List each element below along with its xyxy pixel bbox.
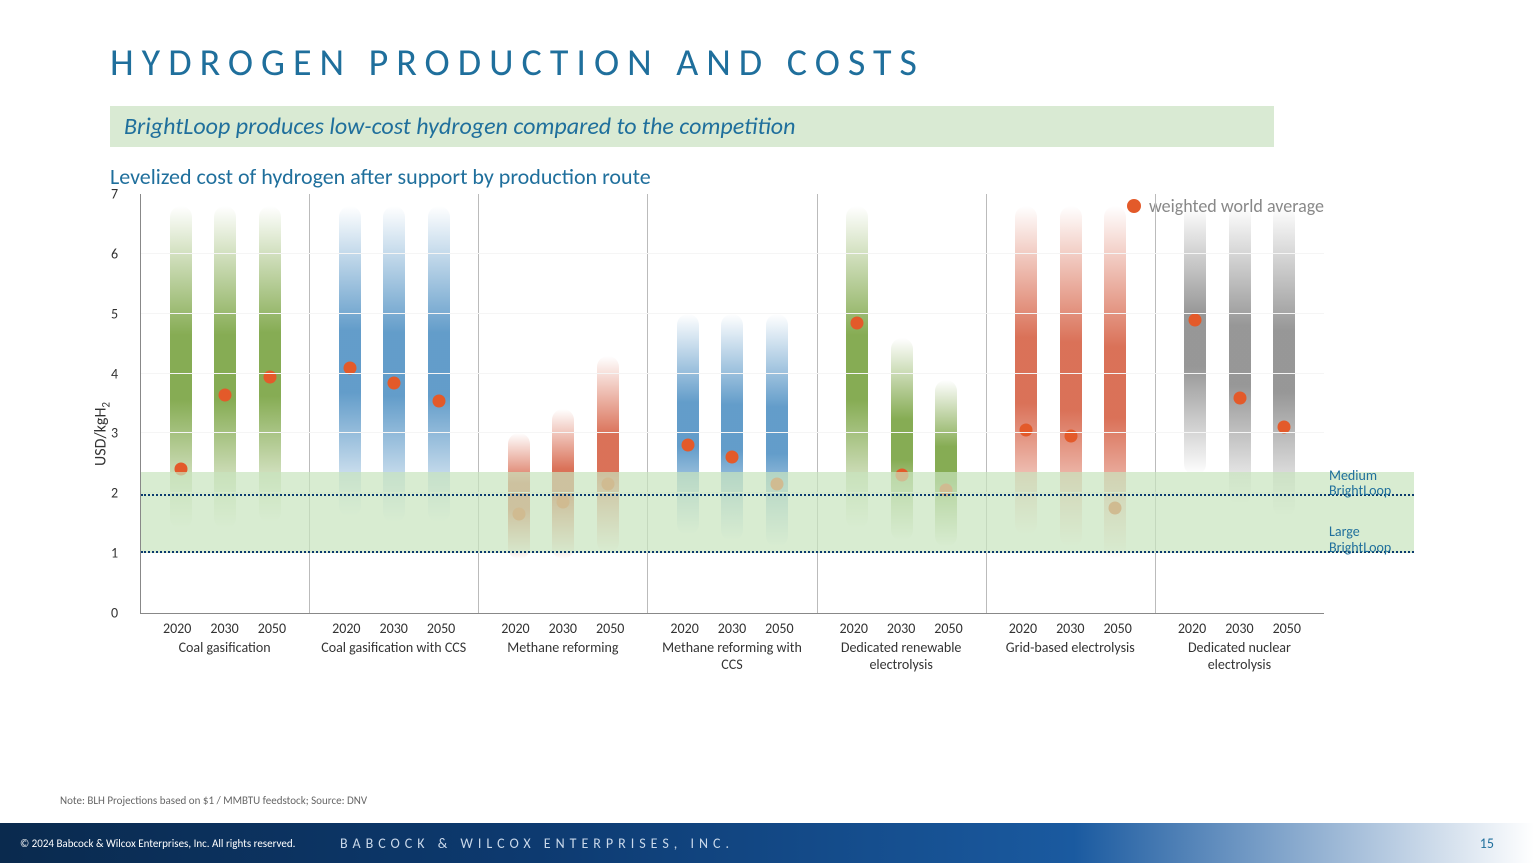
avg-marker bbox=[1189, 313, 1202, 326]
x-group-label: 202020302050Dedicated renewable electrol… bbox=[817, 620, 986, 673]
x-group-label: 202020302050Coal gasification bbox=[140, 620, 309, 673]
subtitle-bar: BrightLoop produces low-cost hydrogen co… bbox=[110, 106, 1274, 147]
chart-title: Levelized cost of hydrogen after support… bbox=[110, 163, 1474, 190]
page-number: 15 bbox=[1480, 835, 1494, 852]
footnote: Note: BLH Projections based on $1 / MMBT… bbox=[60, 794, 367, 807]
avg-marker bbox=[219, 388, 232, 401]
chart: USD/kgH2 01234567Medium BrightLoopLarge … bbox=[90, 194, 1414, 673]
x-group-label: 202020302050Methane reforming with CCS bbox=[647, 620, 816, 673]
avg-marker bbox=[432, 394, 445, 407]
avg-marker bbox=[1233, 391, 1246, 404]
brightloop-label-medium: Medium BrightLoop bbox=[1329, 468, 1414, 499]
copyright: © 2024 Babcock & Wilcox Enterprises, Inc… bbox=[20, 837, 295, 850]
y-tick: 0 bbox=[111, 605, 118, 622]
plot-area: 01234567Medium BrightLoopLarge BrightLoo… bbox=[140, 194, 1324, 614]
avg-marker bbox=[681, 439, 694, 452]
brightloop-label-large: Large BrightLoop bbox=[1329, 524, 1414, 555]
subtitle: BrightLoop produces low-cost hydrogen co… bbox=[124, 112, 1260, 141]
x-group-label: 202020302050Dedicated nuclear electrolys… bbox=[1155, 620, 1324, 673]
company-name: BABCOCK & WILCOX ENTERPRISES, INC. bbox=[340, 835, 734, 852]
y-tick: 3 bbox=[111, 425, 118, 442]
avg-marker bbox=[1020, 424, 1033, 437]
y-axis-label: USD/kgH2 bbox=[91, 402, 112, 466]
avg-marker bbox=[388, 376, 401, 389]
y-tick: 1 bbox=[111, 545, 118, 562]
avg-marker bbox=[726, 451, 739, 464]
x-group-label: 202020302050Coal gasification with CCS bbox=[309, 620, 478, 673]
avg-marker bbox=[851, 316, 864, 329]
x-axis-labels: 202020302050Coal gasification20202030205… bbox=[140, 620, 1324, 673]
y-tick: 4 bbox=[111, 365, 118, 382]
page-title: HYDROGEN PRODUCTION AND COSTS bbox=[110, 40, 1474, 86]
y-tick: 5 bbox=[111, 305, 118, 322]
y-tick: 2 bbox=[111, 485, 118, 502]
x-group-label: 202020302050Methane reforming bbox=[478, 620, 647, 673]
y-tick: 7 bbox=[111, 186, 118, 203]
y-tick: 6 bbox=[111, 245, 118, 262]
footer: © 2024 Babcock & Wilcox Enterprises, Inc… bbox=[0, 823, 1534, 863]
x-group-label: 202020302050Grid-based electrolysis bbox=[986, 620, 1155, 673]
